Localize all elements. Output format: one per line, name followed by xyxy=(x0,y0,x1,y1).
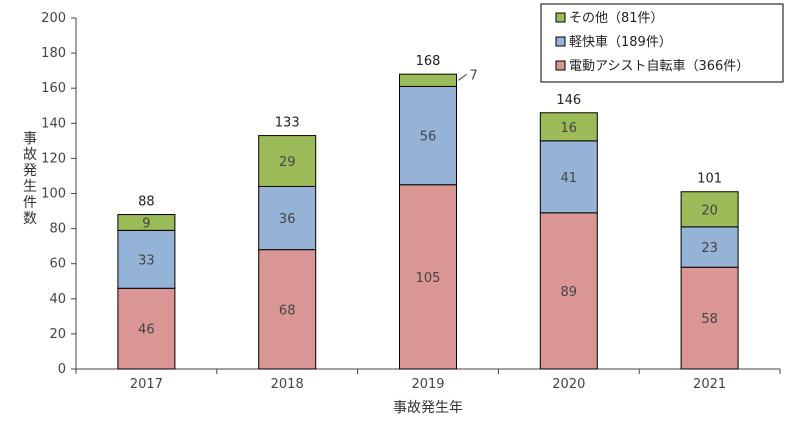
bars: 46 33 9 88 68 36 29 133 105 56 7 168 89 41 16 146 58 23 20… xyxy=(117,54,739,370)
bar-segment xyxy=(680,226,739,268)
segment-value-label: 16 xyxy=(561,121,578,136)
legend: その他（81件） 軽快車（189件） 電動アシスト自転車（366件） xyxy=(540,3,784,83)
segment-value-label: 7 xyxy=(470,68,478,83)
y-tick-label: 80 xyxy=(49,222,66,237)
axis-titles: 事故発生年 事故発生件数 xyxy=(23,131,463,416)
bar-segment xyxy=(539,140,598,214)
segment-value-label: 105 xyxy=(416,271,441,286)
legend-entry: 軽快車（189件） xyxy=(569,35,672,50)
y-tick-label: 180 xyxy=(41,46,66,61)
bar-segment xyxy=(258,135,317,187)
x-tick-label: 2018 xyxy=(271,377,304,392)
x-tick-label: 2021 xyxy=(693,377,726,392)
bar-total-label: 168 xyxy=(416,54,441,69)
legend-swatch xyxy=(555,36,566,47)
y-tick-label: 100 xyxy=(41,187,66,202)
segment-value-label: 23 xyxy=(701,241,718,256)
segment-value-label: 56 xyxy=(420,130,437,145)
segment-value-label: 29 xyxy=(279,155,296,170)
x-tick-label: 2019 xyxy=(411,377,444,392)
segment-value-label: 46 xyxy=(138,323,155,338)
bar-segment xyxy=(680,191,739,228)
legend-entry: その他（81件） xyxy=(569,11,664,26)
bar-total-label: 101 xyxy=(697,172,722,187)
segment-value-label: 36 xyxy=(279,212,296,227)
legend-box xyxy=(540,3,784,83)
legend-entry: 電動アシスト自転車（366件） xyxy=(569,59,749,74)
bar-segment xyxy=(117,214,176,231)
y-tick-label: 20 xyxy=(49,327,66,342)
x-tick-label: 2020 xyxy=(552,377,585,392)
y-axis: 0 20 40 60 80 100 120 140 160 180 200 xyxy=(41,11,77,377)
segment-value-label: 89 xyxy=(561,285,578,300)
bar-total-label: 133 xyxy=(275,116,300,131)
bar-segment xyxy=(539,112,598,142)
y-tick-label: 40 xyxy=(49,292,66,307)
segment-value-label: 20 xyxy=(701,203,718,218)
bar-segment xyxy=(258,249,317,370)
segment-leader-line xyxy=(458,73,467,81)
x-axis: 2017 2018 2019 2020 2021 xyxy=(75,368,781,392)
y-tick-label: 200 xyxy=(41,11,66,26)
x-tick-label: 2017 xyxy=(130,377,163,392)
y-tick-label: 120 xyxy=(41,151,66,166)
y-axis-title: 事故発生件数 xyxy=(23,131,37,227)
y-tick-label: 0 xyxy=(58,362,66,377)
bar-total-label: 146 xyxy=(556,93,581,108)
segment-value-label: 33 xyxy=(138,253,155,268)
y-tick-label: 60 xyxy=(49,257,66,272)
x-axis-title: 事故発生年 xyxy=(393,400,463,416)
legend-swatch xyxy=(555,60,566,71)
bar-segment xyxy=(399,73,457,87)
bar-total-label: 88 xyxy=(138,195,155,210)
segment-value-label: 9 xyxy=(142,216,150,231)
segment-value-label: 68 xyxy=(279,303,296,318)
segment-value-label: 58 xyxy=(701,312,718,327)
bar-segment xyxy=(117,229,176,289)
segment-value-label: 41 xyxy=(561,171,578,186)
bar-segment xyxy=(399,184,457,370)
y-tick-label: 140 xyxy=(41,116,66,131)
bar-segment xyxy=(680,266,739,370)
y-tick-label: 160 xyxy=(41,81,66,96)
legend-swatch xyxy=(555,12,566,23)
bar-segment xyxy=(399,85,457,186)
